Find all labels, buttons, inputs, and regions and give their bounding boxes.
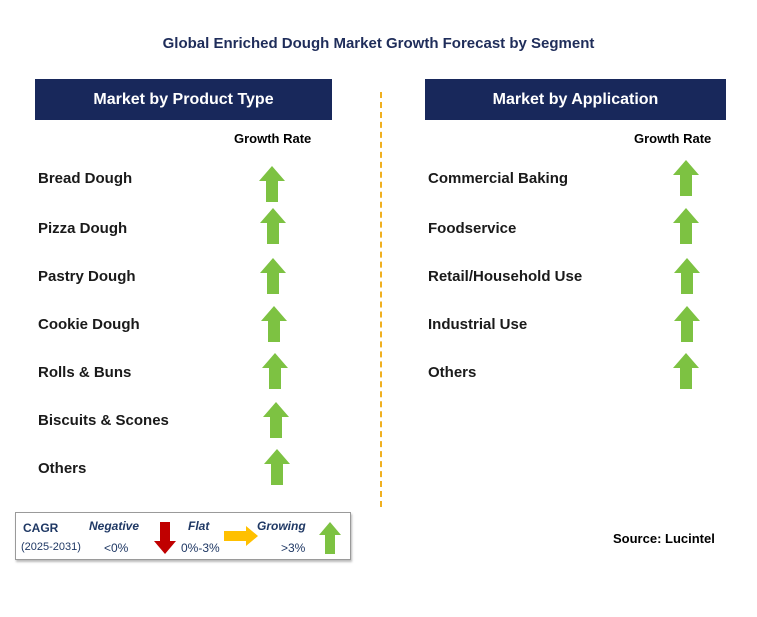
legend-period: (2025-2031) bbox=[21, 541, 81, 553]
up-arrow-icon bbox=[259, 166, 285, 202]
up-arrow-icon bbox=[319, 522, 341, 554]
down-arrow-icon bbox=[154, 522, 176, 554]
right-growth-rate-label: Growth Rate bbox=[634, 131, 712, 146]
product-type-label: Others bbox=[38, 460, 87, 477]
legend-flat-label: Flat bbox=[188, 519, 210, 533]
up-arrow-icon bbox=[262, 353, 288, 389]
application-label: Others bbox=[428, 364, 477, 381]
up-arrow-icon bbox=[263, 402, 289, 438]
product-type-label: Biscuits & Scones bbox=[38, 412, 169, 429]
application-label: Foodservice bbox=[428, 220, 517, 237]
product-type-label: Cookie Dough bbox=[38, 316, 140, 333]
up-arrow-icon bbox=[674, 258, 700, 294]
application-label: Industrial Use bbox=[428, 316, 528, 333]
product-type-header-label: Market by Product Type bbox=[93, 90, 274, 108]
panel-divider bbox=[380, 92, 382, 507]
product-type-label: Rolls & Buns bbox=[38, 364, 132, 381]
right-arrow-icon bbox=[224, 526, 258, 546]
source-label: Source: Lucintel bbox=[613, 531, 715, 546]
up-arrow-icon bbox=[673, 208, 699, 244]
product-type-label: Pastry Dough bbox=[38, 268, 136, 285]
up-arrow-icon bbox=[264, 449, 290, 485]
up-arrow-icon bbox=[260, 208, 286, 244]
legend-growing-value: >3% bbox=[281, 541, 306, 555]
application-header: Market by Application bbox=[425, 79, 726, 120]
product-type-header: Market by Product Type bbox=[35, 79, 332, 120]
up-arrow-icon bbox=[261, 306, 287, 342]
legend-growing-label: Growing bbox=[257, 519, 306, 533]
cagr-legend: CAGR (2025-2031) Negative <0% Flat 0%-3%… bbox=[15, 512, 351, 560]
up-arrow-icon bbox=[673, 160, 699, 196]
up-arrow-icon bbox=[673, 353, 699, 389]
up-arrow-icon bbox=[674, 306, 700, 342]
legend-negative-value: <0% bbox=[104, 541, 129, 555]
application-header-label: Market by Application bbox=[492, 90, 659, 108]
left-growth-rate-label: Growth Rate bbox=[234, 131, 312, 146]
legend-negative-label: Negative bbox=[89, 519, 140, 533]
legend-flat-value: 0%-3% bbox=[181, 541, 220, 555]
chart-title: Global Enriched Dough Market Growth Fore… bbox=[162, 35, 595, 52]
application-label: Commercial Baking bbox=[428, 170, 569, 187]
product-type-label: Pizza Dough bbox=[38, 220, 128, 237]
up-arrow-icon bbox=[260, 258, 286, 294]
product-type-label: Bread Dough bbox=[38, 170, 133, 187]
application-label: Retail/Household Use bbox=[428, 268, 583, 285]
legend-cagr-label: CAGR bbox=[23, 521, 59, 535]
